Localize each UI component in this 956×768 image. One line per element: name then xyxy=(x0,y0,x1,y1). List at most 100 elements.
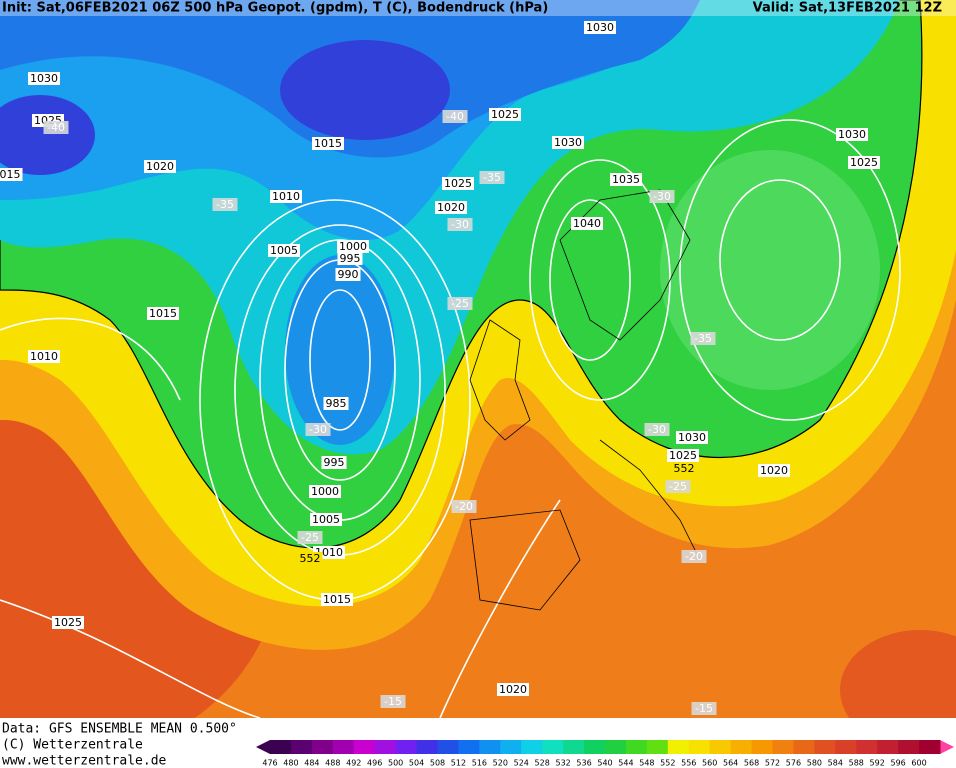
isobar-label-box xyxy=(610,173,642,186)
scale-swatch xyxy=(856,740,878,754)
isobar-label-box xyxy=(309,485,341,498)
scale-swatch xyxy=(542,740,564,754)
scale-label: 584 xyxy=(828,759,843,768)
temperature-label: -30 xyxy=(648,423,666,436)
scale-label: 568 xyxy=(744,759,759,768)
scale-swatch xyxy=(709,740,732,754)
scale-swatch xyxy=(332,740,355,754)
isobar-label-box xyxy=(312,137,344,150)
scale-label: 592 xyxy=(870,759,885,768)
temperature-label: -30 xyxy=(653,190,671,203)
isobar-label-box xyxy=(321,593,353,606)
scale-label: 484 xyxy=(304,759,319,768)
isobar-label-box xyxy=(552,136,584,149)
temperature-label: -20 xyxy=(455,500,473,513)
isobar-label: 015 xyxy=(0,168,21,181)
scale-swatch xyxy=(919,740,941,754)
isobar-label-box xyxy=(584,21,616,34)
temperature-label-box xyxy=(447,297,473,310)
isobar xyxy=(719,179,841,341)
scale-label: 496 xyxy=(367,759,382,768)
isobar xyxy=(439,499,561,719)
scale-label: 520 xyxy=(493,759,508,768)
coastline xyxy=(559,189,691,341)
isobar-label: 1030 xyxy=(554,136,582,149)
scale-swatch xyxy=(835,740,857,754)
scale-swatch xyxy=(311,740,334,754)
isobar-label-box xyxy=(52,616,84,629)
coastline xyxy=(599,439,701,561)
scale-swatch xyxy=(290,740,313,754)
scale-swatch xyxy=(898,740,920,754)
scale-label: 532 xyxy=(555,759,570,768)
isobar-label-box xyxy=(435,201,467,214)
temperature-label-box xyxy=(681,550,707,563)
scale-label: 488 xyxy=(325,759,340,768)
temperature-label-box xyxy=(305,423,331,436)
isobar-label: 1020 xyxy=(499,683,527,696)
isobar-label-box xyxy=(676,431,708,444)
scale-label: 500 xyxy=(388,759,403,768)
isobar-label-box xyxy=(144,160,176,173)
scale-swatch xyxy=(353,740,376,754)
temperature-label-box xyxy=(665,480,691,493)
scale-swatch xyxy=(374,740,397,754)
scale-label: 512 xyxy=(451,759,466,768)
temperature-label-box xyxy=(447,218,473,231)
temperature-label-box xyxy=(380,695,406,708)
temperature-label: -35 xyxy=(483,171,501,184)
temperature-label-box xyxy=(212,198,238,211)
isobar-label-box xyxy=(323,397,349,410)
footer-data: Data: GFS ENSEMBLE MEAN 0.500° xyxy=(2,722,237,737)
isobar-label-box xyxy=(848,156,880,169)
isobar-label-box xyxy=(321,456,347,469)
isobar-label: 1000 xyxy=(311,485,339,498)
temperature-label-box xyxy=(644,423,670,436)
temperature-label-box xyxy=(451,500,477,513)
coastline xyxy=(469,509,581,611)
isobar-label: 1000 xyxy=(339,240,367,253)
isobar-label-box xyxy=(571,217,603,230)
isobar-label-box xyxy=(836,128,868,141)
temperature-label-box xyxy=(479,171,505,184)
temperature-label-box xyxy=(43,121,69,134)
isobar xyxy=(0,599,261,719)
footer-copyright: (C) Wetterzentrale xyxy=(2,738,143,753)
isobar-label-box xyxy=(0,168,23,181)
contour-label: 552 xyxy=(674,462,695,475)
isobar-label: 1015 xyxy=(314,137,342,150)
scale-swatch xyxy=(416,740,438,754)
isobar-label: 1025 xyxy=(444,177,472,190)
scale-label: 544 xyxy=(618,759,633,768)
header-valid: Valid: Sat,13FEB2021 12Z xyxy=(753,1,942,16)
scale-swatch xyxy=(270,740,292,754)
contour-label: 552 xyxy=(300,552,321,565)
isobar-label: 995 xyxy=(340,252,361,265)
contour-label-box xyxy=(671,462,697,475)
temperature-label: -30 xyxy=(451,218,469,231)
isobar-label: 990 xyxy=(338,268,359,281)
temperature-label: -30 xyxy=(309,423,327,436)
isobar-label: 1010 xyxy=(30,350,58,363)
scale-label: 504 xyxy=(409,759,424,768)
isobar-label: 1010 xyxy=(272,190,300,203)
scale-label: 492 xyxy=(346,759,361,768)
scale-swatch xyxy=(479,740,501,754)
isobar-label: 1030 xyxy=(30,72,58,85)
temperature-label: -35 xyxy=(216,198,234,211)
temperature-label: -25 xyxy=(301,531,319,544)
scale-swatch xyxy=(521,740,543,754)
scale-swatch xyxy=(877,740,899,754)
isobar-label: 1025 xyxy=(850,156,878,169)
temperature-label: -25 xyxy=(669,480,687,493)
scale-swatch xyxy=(500,740,522,754)
isobar-label: 1015 xyxy=(149,307,177,320)
map-labels: 1030 1030 1025 1025 015 1020 1015 1030 1030 1025 1… xyxy=(0,21,880,715)
scale-label: 536 xyxy=(576,759,591,768)
scale-swatch xyxy=(730,740,753,754)
scale-label: 600 xyxy=(911,759,926,768)
scale-arrow-right xyxy=(940,740,954,754)
isobar-label: 1020 xyxy=(437,201,465,214)
isobar-label-box xyxy=(442,177,474,190)
